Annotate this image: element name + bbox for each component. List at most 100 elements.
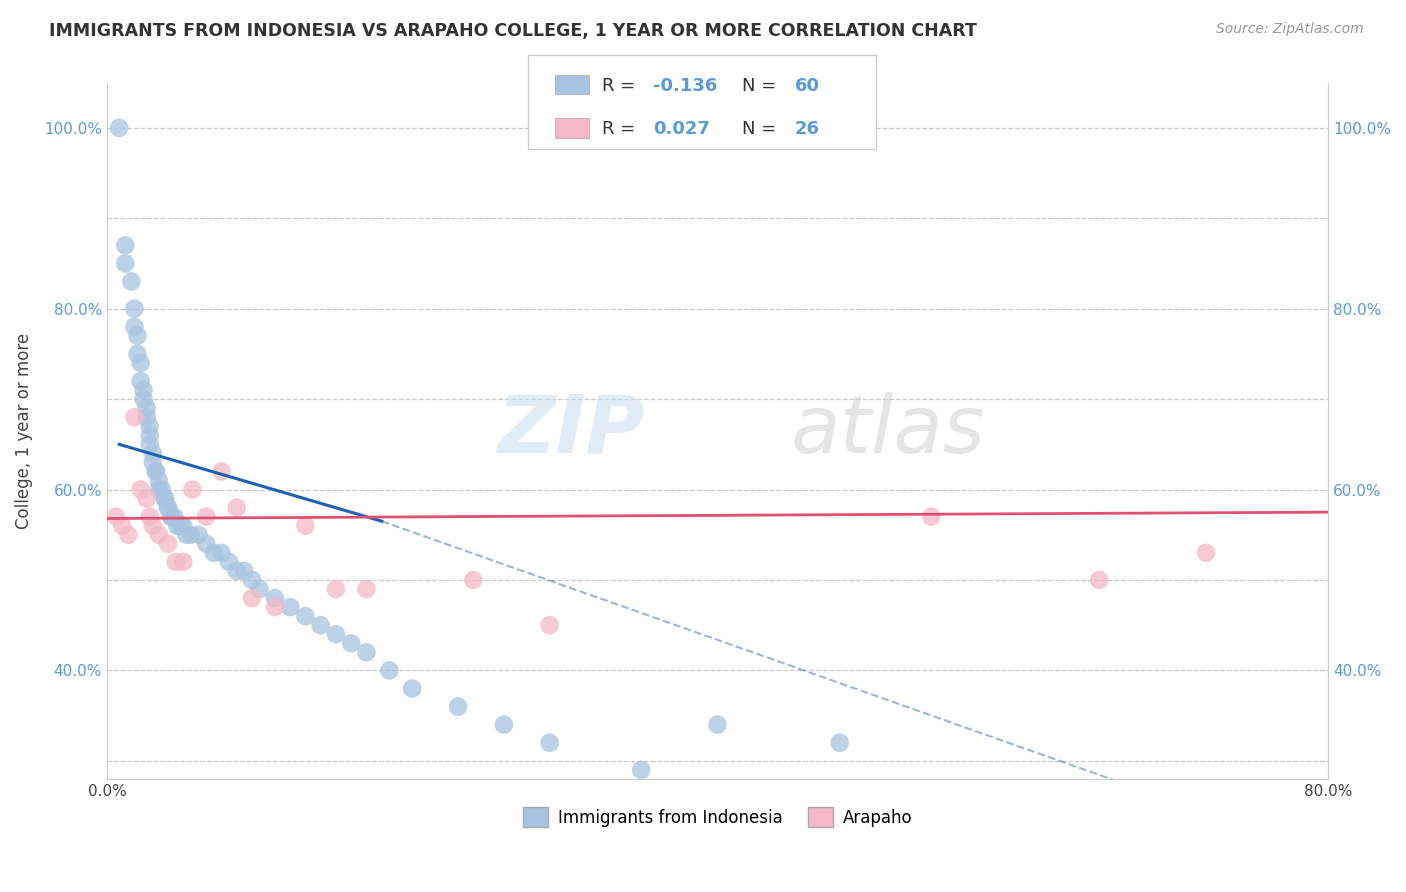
Point (401, 681, 423, 696)
Point (264, 591, 287, 605)
FancyBboxPatch shape (555, 118, 589, 137)
Point (111, 518, 134, 533)
Point (124, 410, 146, 425)
Text: ZIP: ZIP (496, 392, 644, 470)
Text: N =: N = (742, 77, 782, 95)
Point (447, 699, 470, 714)
FancyBboxPatch shape (529, 54, 876, 149)
Point (356, 582, 378, 596)
Point (378, 664, 401, 678)
Text: 0.027: 0.027 (652, 120, 710, 138)
Point (325, 582, 347, 596)
Point (138, 437, 160, 451)
Text: IMMIGRANTS FROM INDONESIA VS ARAPAHO COLLEGE, 1 YEAR OR MORE CORRELATION CHART: IMMIGRANTS FROM INDONESIA VS ARAPAHO COL… (49, 22, 977, 40)
Point (264, 600, 287, 615)
Point (211, 546, 233, 560)
Point (294, 609, 316, 624)
Point (142, 446, 165, 460)
Point (165, 555, 187, 569)
Point (117, 528, 139, 542)
Point (240, 591, 263, 605)
Point (240, 573, 263, 587)
Point (160, 509, 183, 524)
Text: -0.136: -0.136 (652, 77, 717, 95)
Point (706, 717, 728, 731)
Point (142, 518, 165, 533)
Point (538, 736, 561, 750)
Point (172, 555, 194, 569)
Point (148, 474, 170, 488)
Point (148, 483, 170, 497)
Point (135, 491, 157, 506)
Point (233, 564, 256, 578)
Point (463, 573, 485, 587)
Text: 60: 60 (794, 77, 820, 95)
Y-axis label: College, 1 year or more: College, 1 year or more (15, 333, 32, 529)
Point (129, 374, 152, 388)
Point (132, 392, 155, 406)
Point (138, 509, 160, 524)
Point (202, 546, 225, 560)
Point (356, 645, 378, 659)
Point (176, 528, 198, 542)
Point (249, 582, 271, 596)
Point (538, 618, 561, 632)
Point (138, 428, 160, 442)
Point (225, 500, 247, 515)
Point (278, 600, 301, 615)
Point (142, 455, 165, 469)
Point (163, 509, 186, 524)
FancyBboxPatch shape (555, 75, 589, 95)
Point (135, 410, 157, 425)
Point (309, 618, 332, 632)
Point (1195, 546, 1218, 560)
Point (630, 763, 652, 777)
Text: Source: ZipAtlas.com: Source: ZipAtlas.com (1216, 22, 1364, 37)
Point (492, 717, 515, 731)
Point (180, 528, 202, 542)
Text: N =: N = (742, 120, 782, 138)
Point (157, 537, 180, 551)
Legend: Immigrants from Indonesia, Arapaho: Immigrants from Indonesia, Arapaho (516, 801, 920, 833)
Point (145, 465, 167, 479)
Point (114, 256, 136, 270)
Point (225, 564, 247, 578)
Point (169, 518, 191, 533)
Point (145, 465, 167, 479)
Point (166, 518, 188, 533)
Point (114, 238, 136, 252)
Point (172, 518, 194, 533)
Point (211, 465, 233, 479)
Point (1088, 573, 1111, 587)
Point (108, 120, 131, 135)
Point (138, 419, 160, 434)
Point (828, 736, 851, 750)
Point (124, 319, 146, 334)
Point (157, 500, 180, 515)
Point (340, 636, 363, 650)
Point (129, 483, 152, 497)
Point (120, 275, 142, 289)
Point (181, 483, 204, 497)
Point (294, 518, 316, 533)
Point (157, 500, 180, 515)
Text: atlas: atlas (790, 392, 986, 470)
Point (124, 301, 146, 316)
Text: R =: R = (602, 120, 641, 138)
Point (218, 555, 240, 569)
Point (325, 627, 347, 641)
Point (127, 328, 149, 343)
Point (129, 356, 152, 370)
Point (153, 491, 176, 506)
Point (135, 401, 157, 416)
Text: 26: 26 (794, 120, 820, 138)
Point (920, 509, 942, 524)
Point (132, 383, 155, 397)
Point (160, 509, 183, 524)
Point (105, 509, 128, 524)
Point (153, 491, 176, 506)
Point (127, 347, 149, 361)
Point (195, 509, 218, 524)
Text: R =: R = (602, 77, 641, 95)
Point (150, 483, 173, 497)
